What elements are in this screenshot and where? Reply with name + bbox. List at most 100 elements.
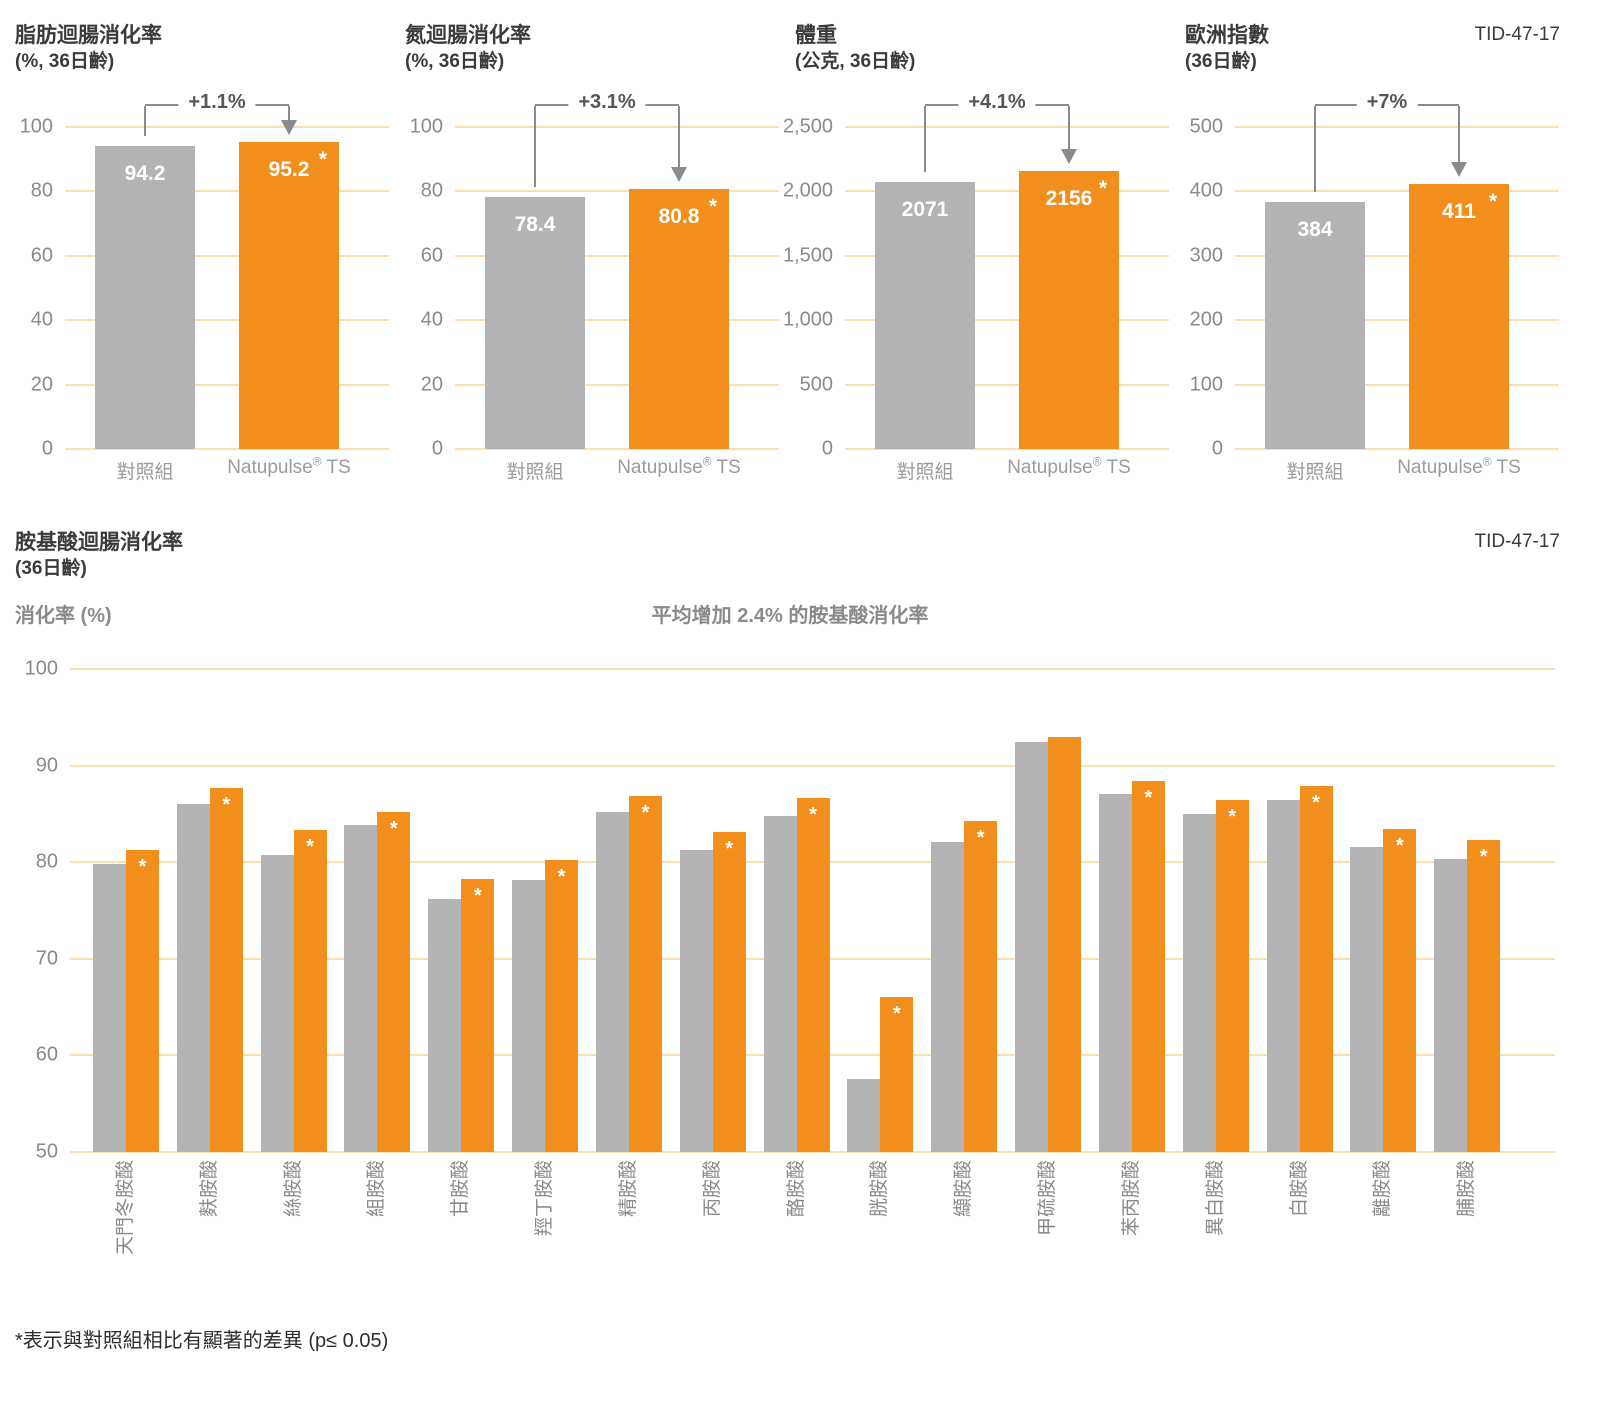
- gridline: [1235, 319, 1559, 322]
- doc-id-top: TID-47-17: [1474, 24, 1560, 45]
- delta-label: +1.1%: [178, 91, 256, 114]
- y-tick-label: 70: [35, 947, 58, 970]
- gridline: [455, 126, 779, 128]
- chart-body-weight: 體重 (公克, 36日齡) 2071 2156 * +4.1% 0 500 1,00…: [783, 22, 1185, 489]
- registered-mark: ®: [702, 454, 712, 469]
- significance-marker: *: [1144, 787, 1153, 810]
- bar-treatment: *: [796, 798, 830, 1152]
- brand-suffix: TS: [321, 457, 351, 478]
- gridline: [845, 254, 1169, 257]
- y-tick-label: 80: [420, 179, 443, 202]
- y-tick-label: 60: [420, 244, 443, 267]
- registered-mark: ®: [312, 454, 322, 469]
- delta-label: +4.1%: [958, 91, 1036, 114]
- bracket-right-line: [678, 106, 680, 167]
- y-tick-label: 0: [821, 437, 833, 460]
- bar-treatment: *: [293, 830, 327, 1152]
- x-axis-label: 纈胺酸: [953, 1160, 975, 1218]
- gridline: [455, 319, 779, 322]
- x-axis-label: 麩胺酸: [198, 1160, 220, 1218]
- amino-group-8: * 丙胺酸: [671, 669, 755, 1217]
- y-tick-label: 1,500: [782, 244, 833, 267]
- gridline: [845, 126, 1169, 128]
- x-axis-label: 甘胺酸: [450, 1160, 472, 1218]
- chart-title: 歐洲指數 (36日齡): [1185, 22, 1575, 94]
- brand-suffix: TS: [1491, 457, 1521, 478]
- chart-plot-area: 94.2 95.2 * +1.1% 0 20 40 60 80 100: [20, 91, 389, 460]
- gridline: [70, 668, 1555, 670]
- amino-group-4: * 組胺酸: [335, 669, 419, 1217]
- x-axis-labels: 對照組 Natupulse® TS: [845, 449, 1185, 489]
- significance-marker: *: [892, 1003, 901, 1026]
- bar-treatment: *: [1383, 829, 1417, 1152]
- label-control-group: 對照組: [896, 462, 954, 483]
- bracket-right-line: [1068, 106, 1070, 150]
- amino-group-2: * 麩胺酸: [168, 669, 252, 1217]
- bar-control: [595, 811, 629, 1152]
- chart-title: 氮迴腸消化率 (%, 36日齡): [405, 22, 795, 94]
- chart-title-line2: (36日齡): [1185, 51, 1257, 72]
- y-tick-label: 40: [30, 308, 53, 331]
- significance-marker: *: [222, 793, 231, 816]
- x-axis-label: 離胺酸: [1372, 1160, 1394, 1218]
- y-tick-label: 100: [19, 115, 53, 138]
- gridline: [1235, 448, 1559, 450]
- bar-value-label: 78.4: [514, 212, 556, 236]
- amino-group-17: * 脯胺酸: [1425, 669, 1509, 1217]
- x-axis-label: 丙胺酸: [701, 1160, 723, 1218]
- bar-control: [1350, 846, 1384, 1152]
- bar-treatment: *: [1467, 839, 1501, 1152]
- brand-name: Natupulse: [1007, 457, 1093, 478]
- amino-chart-axis-row: 消化率 (%) 平均增加 2.4% 的胺基酸消化率: [15, 589, 1600, 637]
- amino-group-11: * 纈胺酸: [922, 669, 1006, 1217]
- label-treatment-group: Natupulse® TS: [617, 454, 741, 479]
- gridline: [65, 190, 389, 193]
- bar-control: [1182, 813, 1216, 1152]
- gridline: [65, 254, 389, 257]
- y-tick-label: 100: [1189, 373, 1223, 396]
- label-treatment-group: Natupulse® TS: [1007, 456, 1131, 479]
- bar-control: [1098, 793, 1132, 1152]
- bar-control: [260, 855, 294, 1152]
- y-tick-label: 50: [35, 1140, 58, 1163]
- amino-bar-groups: * 天門冬胺酸 * 麩胺酸 * 絲胺酸 * 組胺酸 * 甘胺酸 * 羥丁胺酸 * 精胺酸 * 丙胺酸 * 酪胺酸 *…: [84, 669, 1509, 1255]
- amino-group-15: * 白胺酸: [1258, 669, 1342, 1217]
- bar-control: 384: [1265, 201, 1365, 449]
- significance-marker: *: [1228, 806, 1237, 829]
- amino-group-9: * 酪胺酸: [755, 669, 839, 1217]
- significance-marker: *: [809, 804, 817, 827]
- y-tick-label: 0: [431, 437, 443, 460]
- bar-control: [1266, 800, 1300, 1152]
- significance-marker: *: [557, 866, 566, 889]
- delta-label: +7%: [1356, 91, 1418, 114]
- chart-title-line2: (%, 36日齡): [15, 51, 115, 72]
- bracket-left-line: [534, 106, 536, 187]
- gridline: [845, 190, 1169, 193]
- y-tick-label: 60: [30, 244, 53, 267]
- chart-european-index: 歐洲指數 (36日齡) 384 411 * +7% 0 100 200 300 400 5…: [1185, 22, 1575, 489]
- chart-plot-area: 384 411 * +7% 0 100 200 300 400 500: [1190, 91, 1559, 460]
- bar-treatment: 411 *: [1409, 184, 1509, 449]
- amino-chart-plot-area: 50 60 70 80 90 100 * 天門冬胺酸 * 麩胺酸 * 絲胺酸 * 組胺酸 * 甘胺酸 * 羥丁胺酸…: [25, 658, 1555, 1255]
- chart-title-line1: 脂肪迴腸消化率: [15, 24, 162, 47]
- brand-suffix: TS: [711, 457, 741, 478]
- bar-value-label: 2156: [1045, 187, 1093, 211]
- x-axis-label: 精胺酸: [617, 1160, 639, 1218]
- y-tick-label: 2,500: [782, 115, 833, 138]
- y-axis-title: 消化率 (%): [15, 605, 112, 627]
- gridline: [1235, 254, 1559, 257]
- x-axis-labels: 對照組 Natupulse® TS: [65, 449, 405, 489]
- chart-plot-area: 2071 2156 * +4.1% 0 500 1,000 1,500 2,000 2,5…: [783, 91, 1169, 460]
- bar-control: 94.2: [95, 145, 195, 449]
- doc-id-bottom: TID-47-17: [1474, 531, 1560, 552]
- x-axis-label: 苯丙胺酸: [1120, 1160, 1142, 1237]
- gridline: [65, 383, 389, 386]
- x-axis-label: 酪胺酸: [785, 1160, 807, 1218]
- y-tick-label: 100: [409, 115, 443, 138]
- amino-group-13: * 苯丙胺酸: [1090, 669, 1174, 1236]
- registered-mark: ®: [1482, 454, 1492, 469]
- amino-group-10: * 胱胺酸: [838, 669, 922, 1217]
- label-control-group: 對照組: [506, 462, 564, 483]
- x-axis-label: 白胺酸: [1288, 1160, 1310, 1218]
- y-tick-label: 1,000: [782, 308, 833, 331]
